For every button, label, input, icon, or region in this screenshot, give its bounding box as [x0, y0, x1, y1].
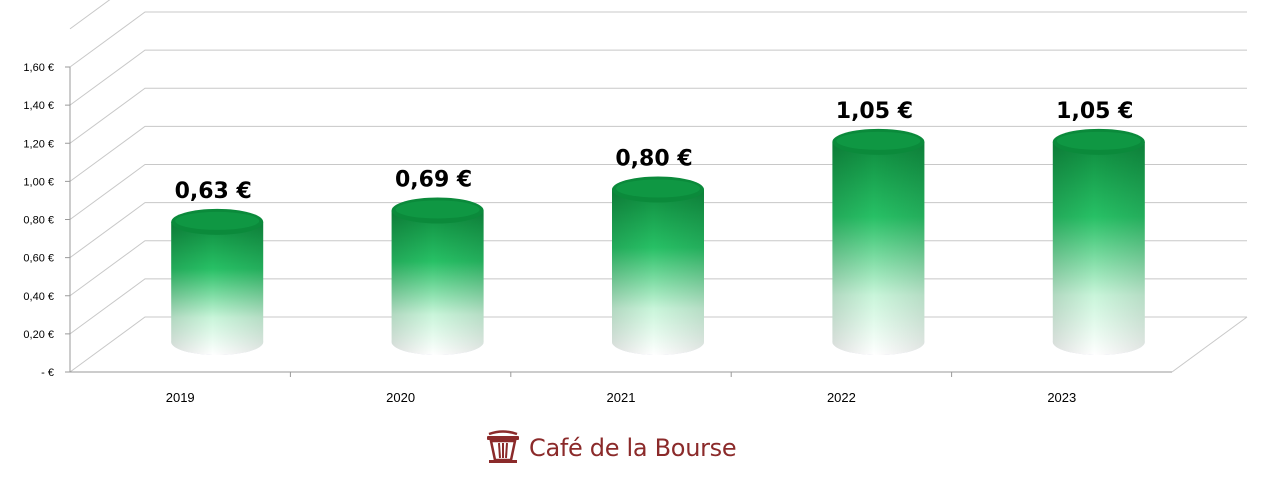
bar-shading — [612, 189, 704, 355]
y-tick-label: 1,40 € — [23, 100, 54, 112]
brand-name: Café de la Bourse — [529, 434, 737, 462]
bar-top-highlight — [1056, 131, 1141, 150]
bar-2020 — [391, 197, 484, 355]
bar-top-highlight — [395, 200, 480, 219]
y-tick-label: 0,20 € — [23, 329, 54, 341]
x-tick-label: 2019 — [166, 390, 195, 405]
y-tick-label: - € — [41, 367, 54, 379]
brand-logo: Café de la Bourse — [483, 428, 737, 469]
y-tick-label: 0,60 € — [23, 253, 54, 265]
x-tick-label: 2022 — [827, 390, 856, 405]
bar-shading — [1052, 141, 1145, 355]
x-tick-label: 2021 — [607, 390, 636, 405]
x-tick-label: 2023 — [1047, 390, 1076, 405]
bar-top-highlight — [836, 131, 921, 150]
bar-2023 — [1052, 128, 1145, 355]
gridline — [69, 0, 111, 30]
y-tick-label: 1,00 € — [23, 176, 54, 188]
cup-icon — [483, 428, 523, 469]
x-tick-label: 2020 — [386, 390, 415, 405]
gridline — [69, 87, 1247, 144]
data-labels: 0,63 € 0,69 € 0,80 € 1,05 € 1,05 € — [175, 99, 1134, 204]
data-label-2019: 0,63 € — [175, 179, 252, 204]
gridline — [69, 125, 1247, 182]
bar-shading — [832, 141, 925, 355]
y-tick-label: 0,80 € — [23, 215, 54, 227]
y-tick-label: 1,60 € — [23, 62, 54, 74]
floor-edge — [1171, 316, 1248, 373]
bars — [171, 128, 1145, 355]
grid — [69, 0, 1248, 373]
data-label-2023: 1,05 € — [1056, 99, 1133, 124]
bar-2019 — [171, 208, 264, 355]
bar-shading — [391, 210, 484, 355]
data-label-2022: 1,05 € — [836, 99, 913, 124]
axes: - € 0,20 € 0,40 € 0,60 € 0,80 € 1,00 € 1,20 € 1… — [23, 62, 1172, 405]
bar-shading — [171, 221, 264, 355]
bar-top-highlight — [175, 211, 260, 230]
gridline — [69, 11, 1247, 68]
y-tick-label: 0,40 € — [23, 291, 54, 303]
bar-2022 — [832, 128, 925, 355]
bar-2021 — [612, 176, 704, 355]
gridline — [69, 49, 1247, 106]
data-label-2020: 0,69 € — [395, 167, 472, 192]
data-label-2021: 0,80 € — [615, 147, 692, 172]
bar-top-highlight — [616, 179, 700, 198]
y-tick-label: 1,20 € — [23, 138, 54, 150]
